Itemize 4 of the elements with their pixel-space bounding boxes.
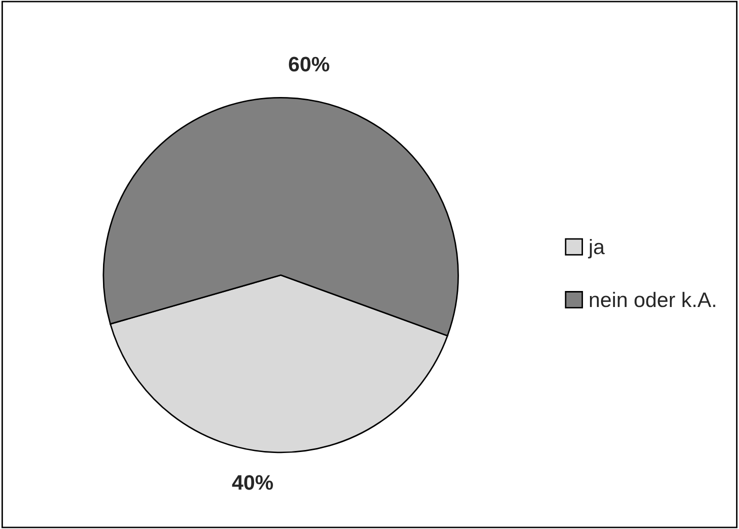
data-label: 40%	[232, 475, 273, 490]
legend-label: ja	[588, 238, 605, 258]
data-label: 60%	[288, 56, 330, 72]
legend-label: nein oder k.A.	[590, 292, 716, 308]
